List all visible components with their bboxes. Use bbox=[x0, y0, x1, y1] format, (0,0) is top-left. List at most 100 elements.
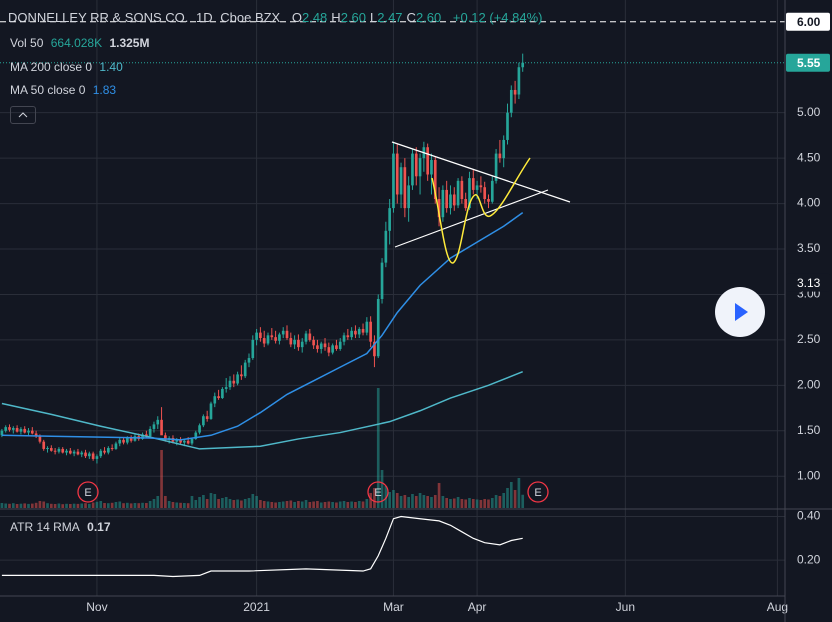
volume-bar bbox=[475, 499, 479, 508]
atr-legend: ATR 14 RMA 0.17 bbox=[10, 520, 115, 534]
volume-bar bbox=[19, 503, 23, 508]
volume-bar bbox=[259, 500, 262, 508]
candle-body bbox=[190, 438, 194, 444]
volume-bar bbox=[171, 502, 175, 508]
volume-bar bbox=[346, 502, 350, 508]
volume-bar bbox=[494, 495, 498, 508]
candle-body bbox=[475, 185, 479, 190]
candle-body bbox=[114, 443, 118, 449]
volume-bar bbox=[186, 503, 190, 508]
volume-bar bbox=[91, 502, 95, 508]
volume-bar bbox=[145, 503, 148, 508]
candle-body bbox=[411, 153, 414, 186]
volume-bar bbox=[426, 496, 429, 508]
volume-bar bbox=[392, 490, 395, 508]
candle-body bbox=[513, 89, 517, 95]
collapse-button[interactable] bbox=[10, 106, 36, 124]
volume-bar bbox=[490, 498, 494, 508]
volume-bar bbox=[388, 492, 391, 508]
volume-bar bbox=[205, 499, 209, 508]
volume-bar bbox=[407, 497, 410, 508]
x-tick-label: Apr bbox=[468, 600, 487, 614]
candle-body bbox=[126, 438, 129, 443]
candle-body bbox=[433, 159, 437, 200]
candle-body bbox=[452, 194, 456, 206]
volume-bar bbox=[281, 501, 285, 508]
candle-body bbox=[72, 451, 76, 454]
candle-body bbox=[312, 339, 315, 346]
candle-body bbox=[521, 62, 525, 68]
y-tick-label: 0.40 bbox=[797, 509, 821, 523]
earnings-label: E bbox=[374, 487, 381, 499]
candle-body bbox=[30, 430, 34, 434]
volume-bar bbox=[213, 494, 217, 508]
volume-bar bbox=[133, 503, 137, 508]
volume-bar bbox=[179, 502, 182, 508]
volume-bar bbox=[164, 496, 167, 508]
candle-body bbox=[517, 67, 521, 95]
volume-bar bbox=[274, 502, 277, 508]
ma200-legend: MA 200 close 0 1.40 bbox=[10, 60, 127, 74]
candle-body bbox=[202, 416, 205, 426]
candle-body bbox=[498, 153, 502, 159]
volume-bar bbox=[80, 503, 84, 508]
y-tick-label: 3.50 bbox=[797, 241, 821, 255]
ohlc-value: 2.60 bbox=[340, 10, 366, 25]
volume-bar bbox=[506, 488, 509, 508]
volume-bar bbox=[228, 499, 232, 508]
volume-bar bbox=[8, 503, 11, 508]
volume-bar bbox=[335, 502, 338, 508]
candle-body bbox=[34, 433, 38, 437]
volume-bar bbox=[262, 501, 266, 508]
x-tick-label: Jun bbox=[616, 600, 635, 614]
volume-bar bbox=[517, 478, 521, 508]
candle-body bbox=[91, 453, 95, 459]
volume-bar bbox=[513, 490, 517, 508]
y-tick-label: 1.50 bbox=[797, 423, 821, 437]
volume-bar bbox=[221, 498, 224, 508]
candle-body bbox=[46, 448, 49, 450]
candle-body bbox=[335, 345, 338, 349]
ohlc-label: C bbox=[406, 10, 416, 25]
candle-body bbox=[80, 452, 84, 455]
candle-body bbox=[350, 330, 353, 338]
earnings-marker: E bbox=[367, 481, 389, 503]
candle-body bbox=[49, 448, 53, 451]
candle-body bbox=[380, 262, 384, 299]
volume-bar bbox=[95, 501, 99, 508]
earnings-label: E bbox=[84, 487, 91, 499]
grid: Nov 2021 Mar Apr Jun Aug1.001.502.002.503.003… bbox=[0, 0, 821, 614]
volume-bar bbox=[433, 495, 437, 508]
candle-body bbox=[228, 380, 232, 388]
volume-bar bbox=[156, 496, 160, 508]
earnings-circle bbox=[527, 481, 549, 503]
triangle-upper bbox=[391, 141, 571, 203]
ohlc-value: 2.60 bbox=[415, 10, 442, 25]
volume-bar bbox=[110, 502, 114, 508]
vol-ma: 664.028K bbox=[50, 36, 103, 50]
volume-bar bbox=[509, 482, 513, 508]
chevron[interactable] bbox=[11, 107, 35, 123]
earnings-marker: E bbox=[77, 481, 99, 503]
volume-bar bbox=[46, 503, 49, 508]
volume-bar bbox=[460, 499, 464, 508]
volume-bar bbox=[61, 504, 65, 508]
moving-average bbox=[1, 370, 523, 450]
volume-bar bbox=[129, 503, 133, 508]
candle-body bbox=[323, 343, 327, 348]
y-tick-label: 2.00 bbox=[797, 377, 821, 391]
volume-bar bbox=[483, 499, 487, 508]
candle-body bbox=[487, 199, 490, 202]
play-button[interactable] bbox=[715, 287, 765, 337]
ohlc-label: O bbox=[291, 10, 302, 25]
candle-body bbox=[209, 403, 213, 419]
y-tick-label: 1.00 bbox=[797, 468, 821, 482]
candle-body bbox=[53, 450, 57, 452]
candle-body bbox=[103, 450, 106, 453]
play-icon[interactable] bbox=[735, 303, 748, 321]
volume-bar bbox=[148, 501, 152, 508]
candle-body bbox=[76, 451, 80, 455]
chevron-path[interactable] bbox=[18, 112, 28, 118]
ma-name: MA 50 close 0 bbox=[10, 83, 86, 97]
volume-bar bbox=[437, 483, 441, 508]
